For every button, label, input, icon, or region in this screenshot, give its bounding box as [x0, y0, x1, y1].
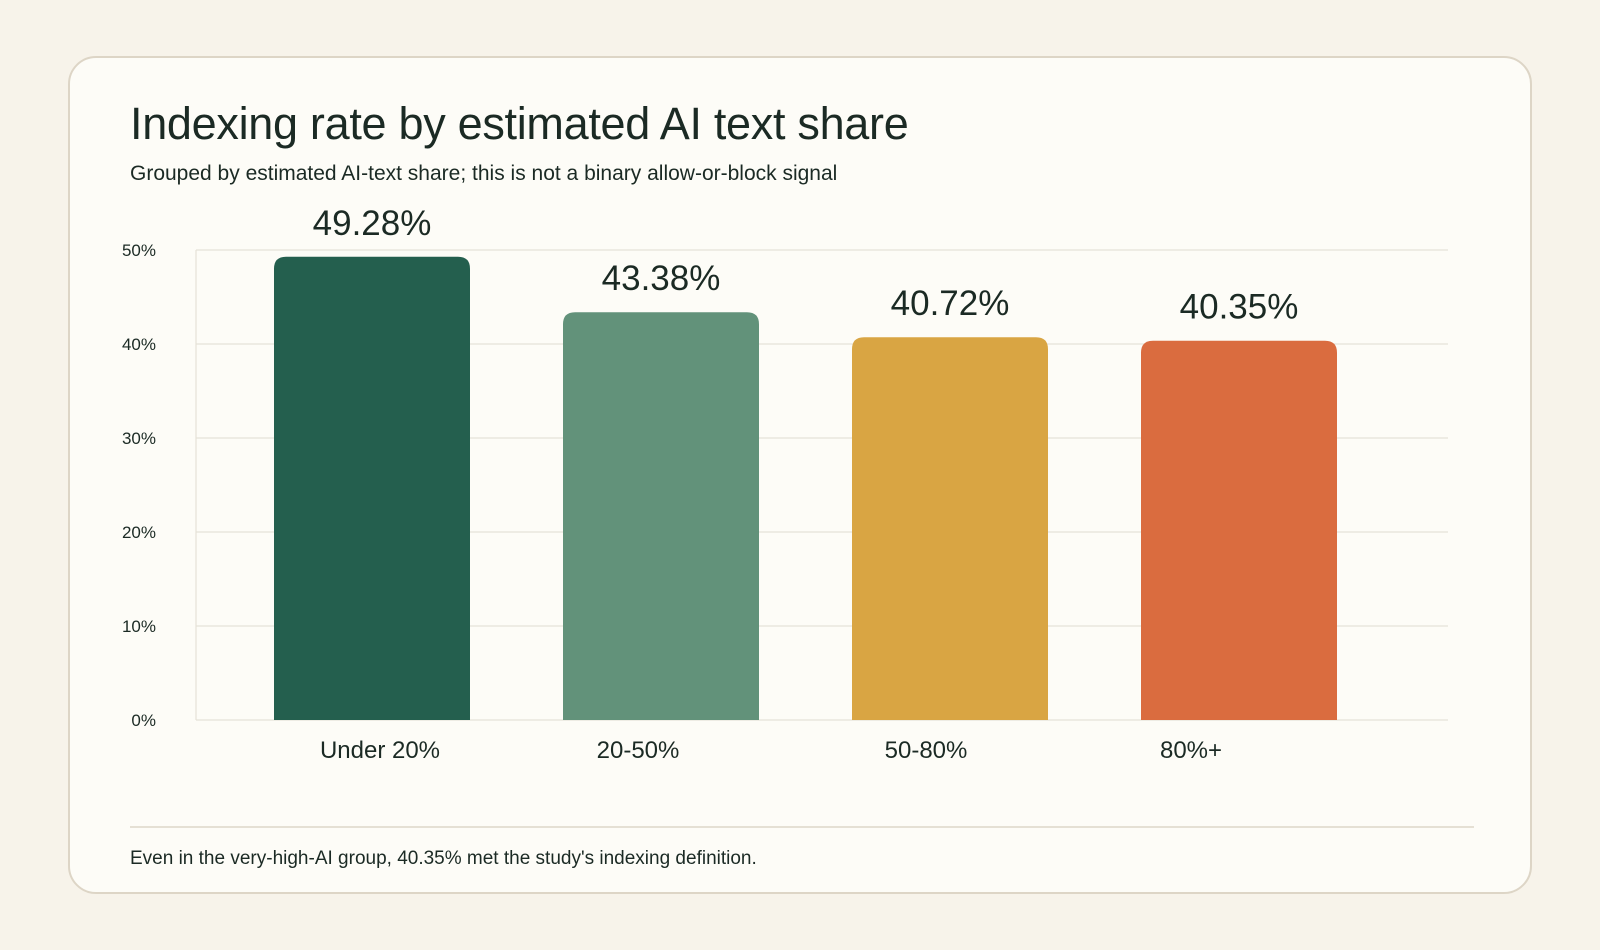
y-tick-label: 10% — [122, 617, 156, 636]
x-axis-ticks: Under 20% 20-50% 50-80% 80%+ — [320, 737, 1222, 764]
chart-subtitle: Grouped by estimated AI-text share; this… — [130, 162, 838, 185]
bar — [563, 312, 759, 720]
bar-chart: 0% 10% 20% 30% 40% 50% 49.28% 43.38% 40.72% 40.3… — [122, 204, 1448, 764]
bar-value-label: 40.35% — [1180, 288, 1299, 327]
bar-value-label: 40.72% — [891, 284, 1010, 323]
chart-title: Indexing rate by estimated AI text share — [130, 98, 909, 149]
x-tick-label: 50-80% — [885, 737, 968, 764]
chart-footnote: Even in the very-high-AI group, 40.35% m… — [130, 848, 757, 869]
bar-value-label: 49.28% — [313, 204, 432, 243]
bar-value-label: 43.38% — [602, 259, 721, 298]
value-labels: 49.28% 43.38% 40.72% 40.35% — [313, 204, 1299, 327]
bar — [852, 337, 1048, 720]
bar — [1141, 340, 1337, 720]
bar — [274, 256, 470, 720]
y-tick-label: 20% — [122, 523, 156, 542]
x-tick-label: 20-50% — [597, 737, 680, 764]
y-tick-label: 50% — [122, 241, 156, 260]
y-axis-ticks: 0% 10% 20% 30% 40% 50% — [122, 241, 156, 730]
y-tick-label: 0% — [131, 711, 156, 730]
chart-card: Indexing rate by estimated AI text share… — [68, 56, 1532, 894]
y-tick-label: 30% — [122, 429, 156, 448]
y-tick-label: 40% — [122, 335, 156, 354]
footer-divider — [130, 826, 1474, 828]
x-tick-label: 80%+ — [1160, 737, 1222, 764]
x-tick-label: Under 20% — [320, 737, 440, 764]
bars — [274, 256, 1337, 720]
